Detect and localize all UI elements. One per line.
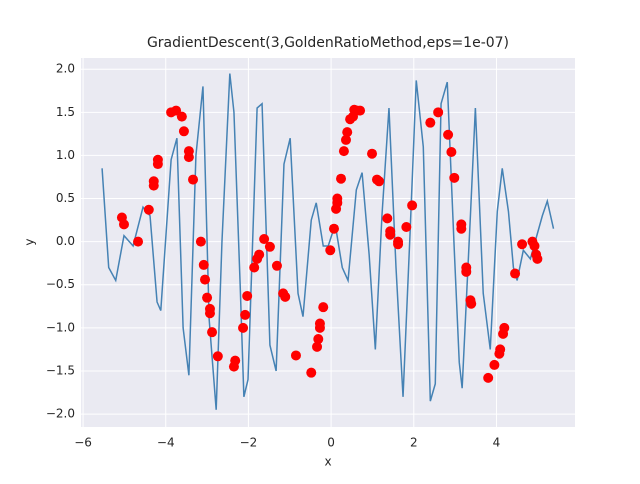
scatter-point xyxy=(212,351,223,362)
scatter-point xyxy=(382,213,393,224)
scatter-point xyxy=(456,223,467,234)
y-tick-label: −1.5 xyxy=(46,363,75,377)
data-line xyxy=(101,73,555,410)
scatter-point xyxy=(374,176,385,187)
scatter-point xyxy=(254,249,265,260)
scatter-point xyxy=(328,223,339,234)
scatter-point xyxy=(449,172,460,183)
scatter-point xyxy=(433,107,444,118)
scatter-point xyxy=(249,262,260,273)
scatter-point xyxy=(313,334,324,345)
scatter-point xyxy=(178,126,189,137)
scatter-point xyxy=(529,240,540,251)
scatter-point xyxy=(332,193,343,204)
scatter-point xyxy=(483,372,494,383)
scatter-point xyxy=(198,259,209,270)
y-tick-label: 0.5 xyxy=(56,191,75,205)
x-tick-label: −2 xyxy=(240,436,258,450)
scatter-point xyxy=(338,146,349,157)
scatter-point xyxy=(188,174,199,185)
scatter-point xyxy=(495,344,506,355)
scatter-point xyxy=(152,159,163,170)
scatter-point xyxy=(264,241,275,252)
scatter-point xyxy=(306,367,317,378)
scatter-point xyxy=(499,322,510,333)
scatter-point xyxy=(510,268,521,279)
x-tick-label: 2 xyxy=(410,436,418,450)
scatter-point xyxy=(183,152,194,163)
scatter-point xyxy=(466,298,477,309)
x-tick-label: −4 xyxy=(157,436,175,450)
y-tick-label: 1.5 xyxy=(56,105,75,119)
scatter-point xyxy=(202,292,213,303)
scatter-point xyxy=(242,290,253,301)
scatter-point xyxy=(425,117,436,128)
scatter-point xyxy=(318,302,329,313)
scatter-point xyxy=(133,236,144,247)
scatter-point xyxy=(401,221,412,232)
plot-area xyxy=(81,58,575,427)
scatter-point xyxy=(355,105,366,116)
scatter-point xyxy=(176,111,187,122)
scatter-point xyxy=(280,291,291,302)
scatter-point xyxy=(517,239,528,250)
scatter-point xyxy=(207,327,218,338)
scatter-point xyxy=(461,266,472,277)
y-tick-label: −2.0 xyxy=(46,407,75,421)
x-axis-label: x xyxy=(324,455,331,469)
x-tick-label: −6 xyxy=(74,436,92,450)
scatter-point xyxy=(446,146,457,157)
scatter-point xyxy=(385,229,396,240)
scatter-point xyxy=(325,245,336,256)
scatter-point xyxy=(336,173,347,184)
scatter-point xyxy=(290,350,301,361)
scatter-point xyxy=(200,274,211,285)
scatter-point xyxy=(195,236,206,247)
scatter-point xyxy=(230,355,241,366)
scatter-point xyxy=(443,129,454,140)
scatter-point xyxy=(340,134,351,145)
scatter-point xyxy=(342,127,353,138)
x-tick-label: 4 xyxy=(493,436,501,450)
y-tick-label: −1.0 xyxy=(46,320,75,334)
scatter-point xyxy=(393,239,404,250)
scatter-point xyxy=(148,180,159,191)
scatter-point xyxy=(407,200,418,211)
scatter-point xyxy=(204,308,215,319)
scatter-point xyxy=(532,253,543,264)
y-tick-label: 1.0 xyxy=(56,148,75,162)
y-tick-label: −0.5 xyxy=(46,277,75,291)
chart-title: GradientDescent(3,GoldenRatioMethod,eps=… xyxy=(147,35,509,51)
scatter-point xyxy=(238,322,249,333)
x-tick-label: 0 xyxy=(327,436,335,450)
scatter-point xyxy=(314,322,325,333)
scatter-point xyxy=(489,359,500,370)
scatter-point xyxy=(118,219,129,230)
y-axis-label: y xyxy=(23,238,37,245)
scatter-point xyxy=(259,234,270,245)
scatter-point xyxy=(143,204,154,215)
scatter-point xyxy=(271,260,282,271)
y-tick-label: 0.0 xyxy=(56,234,75,248)
scatter-point xyxy=(312,341,323,352)
scatter-point xyxy=(367,148,378,159)
scatter-point xyxy=(240,309,251,320)
y-tick-label: 2.0 xyxy=(56,62,75,76)
